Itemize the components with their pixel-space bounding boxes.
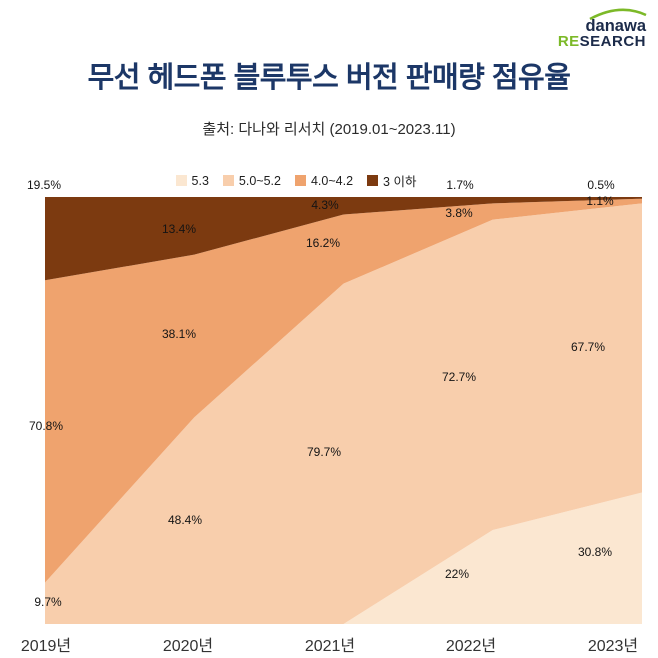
legend-swatch-icon <box>367 175 379 186</box>
legend-item-4.0~4.2: 4.0~4.2 <box>294 173 354 188</box>
chart-legend: 5.3 5.0~5.2 4.0~4.2 3 이하 <box>0 171 658 190</box>
legend-label: 3 이하 <box>383 175 417 189</box>
area-series-5.3 <box>45 492 642 624</box>
legend-swatch-icon <box>294 175 306 186</box>
legend-label: 5.3 <box>191 173 209 188</box>
legend-swatch-icon <box>175 175 187 186</box>
legend-item-3 이하: 3 이하 <box>367 171 416 190</box>
danawa-logo-graphic: danawa RESEARCH <box>558 8 647 50</box>
legend-item-5.0~5.2: 5.0~5.2 <box>222 173 281 188</box>
area-series-5.0~5.2 <box>45 203 642 624</box>
legend-label: 5.0~5.2 <box>238 173 281 188</box>
legend-label: 4.0~4.2 <box>310 173 354 188</box>
logo-swoosh-icon <box>589 8 647 21</box>
source-subtitle: 출처: 다나와 리서치 (2019.01~2023.11) <box>202 121 456 138</box>
legend-item-5.3: 5.3 <box>175 173 209 188</box>
area-series-3 이하 <box>45 197 642 281</box>
danawa-logo: danawa RESEARCH <box>556 6 648 53</box>
logo-research-text: RESEARCH <box>558 33 646 48</box>
legend-swatch-icon <box>222 175 234 186</box>
logo-research-rest: SEARCH <box>580 33 646 48</box>
logo-research-re: RE <box>558 33 580 48</box>
page-title: 무선 헤드폰 블루투스 버전 판매량 점유율 <box>87 62 571 94</box>
area-series-4.0~4.2 <box>45 198 642 583</box>
logo-brand-text: danawa <box>585 17 646 35</box>
